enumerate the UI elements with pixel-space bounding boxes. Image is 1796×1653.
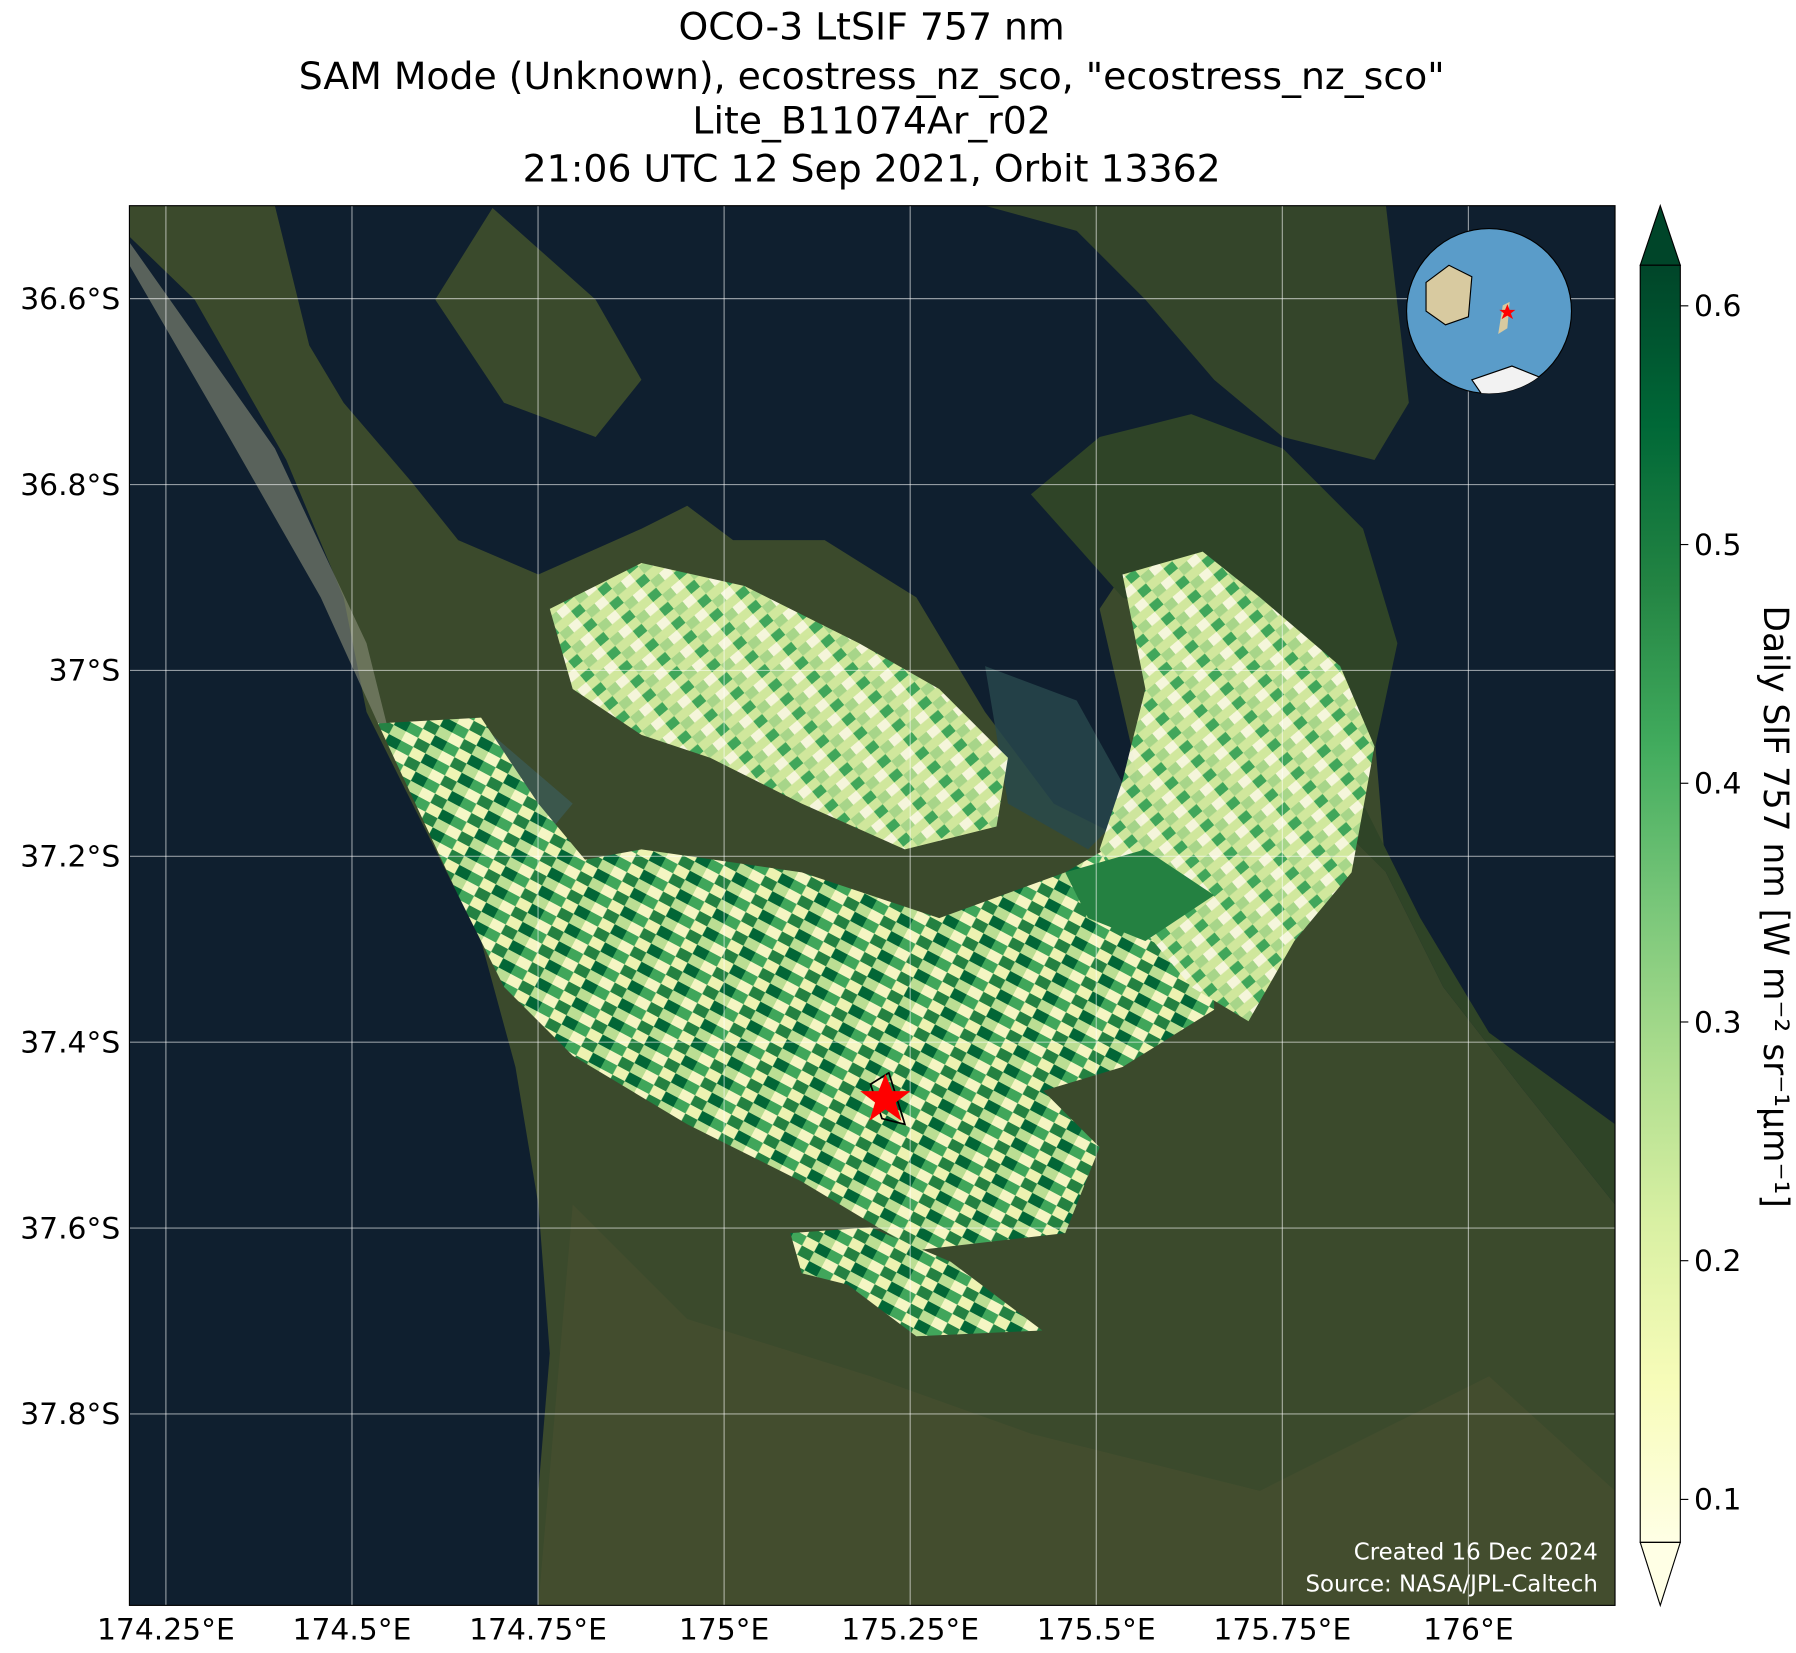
swath-cells (1065, 849, 1215, 942)
title-line: Lite_B11074Ar_r02 (692, 99, 1050, 143)
site-marker (860, 1073, 911, 1121)
colorbar-extend-min (1639, 1541, 1682, 1608)
colorbar-tick-label: 0.2 (1694, 1244, 1741, 1279)
title-line: OCO-3 LtSIF 757 nm (679, 5, 1065, 49)
swath-cells (549, 563, 1008, 850)
y-tick-label: 36.8°S (20, 468, 120, 503)
land (985, 205, 1409, 460)
y-tick-label: 36.6°S (20, 282, 120, 317)
credit: Source: NASA/JPL-Caltech (1305, 1572, 1597, 1598)
x-tick-label: 174.25°E (97, 1613, 235, 1648)
x-tick-label: 175°E (679, 1613, 770, 1648)
beach (129, 242, 390, 735)
credit: Created 16 Dec 2024 (1354, 1540, 1598, 1566)
colorbar-extend-max (1639, 203, 1682, 266)
axes: 174.25°E 174.5°E 174.75°E 175°E 175.25°E 175.… (20, 282, 1513, 1648)
x-tick-label: 174.75°E (469, 1613, 607, 1648)
title: OCO-3 LtSIF 757 nm SAM Mode (Unknown), e… (299, 5, 1445, 191)
x-tick-label: 175.25°E (841, 1613, 979, 1648)
colorbar-tick-label: 0.4 (1694, 767, 1741, 802)
x-tick-label: 175.75°E (1213, 1613, 1351, 1648)
x-tick-label: 175.5°E (1037, 1613, 1156, 1648)
y-tick-label: 37.2°S (20, 840, 120, 875)
colorbar-tick-label: 0.3 (1694, 1005, 1741, 1040)
globe-marker (1499, 304, 1516, 320)
y-tick-label: 37.8°S (20, 1397, 120, 1432)
colorbar: 0.1 0.2 0.3 0.4 0.5 0.6 (1639, 203, 1741, 1608)
map-frame (128, 205, 1616, 1606)
swath-cells (790, 1227, 1043, 1337)
title-line: SAM Mode (Unknown), ecostress_nz_sco, "e… (299, 54, 1445, 98)
colorbar-tick-label: 0.6 (1694, 289, 1741, 324)
colorbar-tick-label: 0.1 (1694, 1483, 1741, 1518)
australia (1425, 264, 1473, 326)
basemap: Created 16 Dec 2024 Source: NASA/JPL-Cal… (129, 205, 1616, 1606)
x-tick-label: 176°E (1423, 1613, 1514, 1648)
sif-swath (377, 551, 1375, 1337)
colorbar-tick-label: 0.5 (1694, 528, 1741, 563)
colorbar-label: Daily SIF 757 nm [W m⁻² sr⁻¹μm⁻¹] (1755, 605, 1795, 1207)
grid (129, 205, 1616, 1606)
colorbar-body (1639, 264, 1681, 1543)
swath-cells (515, 826, 1215, 1102)
title-line: 21:06 UTC 12 Sep 2021, Orbit 13362 (523, 147, 1221, 191)
y-tick-label: 37.4°S (20, 1025, 120, 1060)
land (538, 1204, 1616, 1606)
y-tick-label: 37°S (49, 654, 121, 689)
x-tick-label: 174.5°E (293, 1613, 412, 1648)
y-tick-label: 37.6°S (20, 1211, 120, 1246)
globe-inset (1405, 228, 1573, 395)
